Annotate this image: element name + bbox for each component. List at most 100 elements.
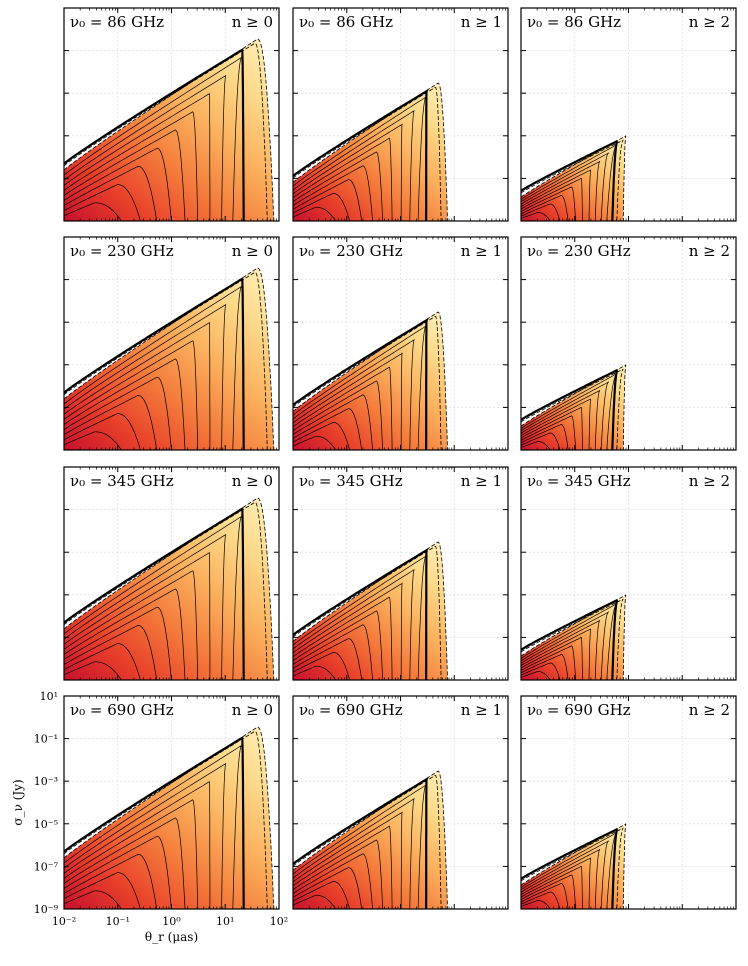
- contour-group: [521, 823, 627, 909]
- panel-frequency-label: ν₀ = 86 GHz: [299, 13, 393, 31]
- dashed-contour-inner: [293, 315, 442, 450]
- panel-order-label: n ≥ 2: [689, 472, 730, 490]
- contour-line: [64, 413, 141, 450]
- contour-group: [293, 770, 448, 909]
- contour-line: [64, 322, 211, 450]
- contour-line: [521, 186, 576, 221]
- contour-line: [521, 662, 561, 680]
- contour-line: [64, 56, 243, 221]
- panel-1-2: ν₀ = 230 GHz n ≥ 2: [520, 236, 737, 451]
- contour-line: [293, 825, 393, 909]
- contour-line: [64, 75, 227, 221]
- y-tick-label: 10⁻⁵: [34, 818, 58, 831]
- dashed-contour-inner: [293, 545, 442, 680]
- contour-line: [521, 636, 583, 680]
- dashed-contour-inner: [521, 139, 624, 221]
- contour-line: [293, 784, 427, 909]
- dashed-contour-outer: [521, 823, 627, 909]
- filled-region: [64, 727, 274, 909]
- contour-line: [521, 645, 576, 680]
- contour-line: [64, 515, 243, 680]
- thick-contour-line: [64, 507, 245, 680]
- thick-contour-line: [64, 48, 245, 221]
- dashed-contour-inner: [64, 271, 268, 450]
- filled-region: [293, 83, 448, 221]
- filled-region: [64, 268, 274, 450]
- contour-line: [293, 123, 403, 221]
- x-tick-label: 10²: [270, 915, 288, 928]
- contour-line: [521, 874, 576, 909]
- panel-frequency-label: ν₀ = 690 GHz: [299, 701, 403, 719]
- contour-line: [293, 380, 383, 450]
- contour-line: [521, 891, 561, 909]
- contour-line: [521, 212, 551, 221]
- contour-line: [64, 111, 199, 221]
- contour-line: [64, 763, 227, 909]
- contour-line: [521, 415, 576, 450]
- contour-line: [293, 96, 427, 221]
- y-tick-label: 10⁻⁹: [34, 903, 59, 916]
- dashed-contour-outer: [521, 594, 627, 680]
- ticks: [520, 466, 737, 681]
- thick-contour-line: [293, 776, 430, 909]
- contour-line: [64, 166, 158, 221]
- contour-line: [64, 835, 172, 909]
- ticks: [292, 236, 509, 451]
- dashed-contour-outer: [293, 541, 448, 680]
- panel-0-0: ν₀ = 86 GHz n ≥ 0: [63, 7, 280, 222]
- contour-line: [64, 606, 172, 680]
- contour-line: [64, 588, 186, 680]
- panel-frequency-label: ν₀ = 230 GHz: [299, 242, 403, 260]
- contour-line: [293, 435, 336, 450]
- panel-frequency-label: ν₀ = 690 GHz: [70, 701, 174, 719]
- contour-line: [64, 625, 158, 680]
- panel-frequency-label: ν₀ = 230 GHz: [527, 242, 631, 260]
- dashed-contour-inner: [521, 827, 624, 909]
- contour-line: [64, 890, 122, 909]
- contour-line: [521, 203, 561, 221]
- filled-region: [293, 312, 448, 450]
- ticks: [520, 7, 737, 222]
- contour-line: [521, 628, 592, 680]
- dashed-contour-outer: [293, 311, 448, 450]
- contour-line: [521, 381, 610, 450]
- contour-line: [293, 881, 351, 909]
- contour-group: [293, 541, 448, 680]
- contour-line: [64, 340, 199, 450]
- contour-line: [64, 304, 227, 450]
- contour-line: [521, 143, 618, 221]
- panel-0-1: ν₀ = 86 GHz n ≥ 1: [292, 7, 509, 222]
- contour-line: [293, 366, 393, 450]
- contour-line: [521, 390, 601, 450]
- dashed-contour-inner: [64, 42, 268, 221]
- contour-line: [293, 394, 373, 450]
- contour-line: [64, 570, 199, 680]
- contour-line: [64, 534, 227, 680]
- panel-order-label: n ≥ 0: [232, 701, 273, 719]
- dashed-contour-outer: [293, 82, 448, 221]
- contour-line: [64, 184, 141, 221]
- panel-2-0: ν₀ = 345 GHz n ≥ 0: [63, 466, 280, 681]
- contour-line: [293, 352, 403, 450]
- contour-line: [64, 799, 199, 909]
- panel-order-label: n ≥ 1: [461, 13, 502, 31]
- thick-contour-line: [293, 317, 430, 450]
- thick-contour-line: [521, 598, 619, 680]
- thick-contour-line: [521, 139, 619, 221]
- panel-2-1: ν₀ = 345 GHz n ≥ 1: [292, 466, 509, 681]
- panel-order-label: n ≥ 0: [232, 242, 273, 260]
- contour-group: [64, 497, 275, 680]
- contour-line: [293, 151, 383, 221]
- contour-line: [64, 744, 243, 909]
- panel-order-label: n ≥ 2: [689, 242, 730, 260]
- panel-order-label: n ≥ 0: [232, 13, 273, 31]
- filled-region: [64, 39, 274, 221]
- contour-line: [521, 831, 618, 909]
- contour-line: [521, 849, 601, 909]
- contour-line: [64, 817, 186, 909]
- contour-line: [521, 177, 583, 221]
- contour-line: [64, 93, 211, 221]
- y-tick-label: 10⁻⁷: [34, 860, 59, 873]
- ticks: [63, 695, 280, 910]
- ticks: [63, 466, 280, 681]
